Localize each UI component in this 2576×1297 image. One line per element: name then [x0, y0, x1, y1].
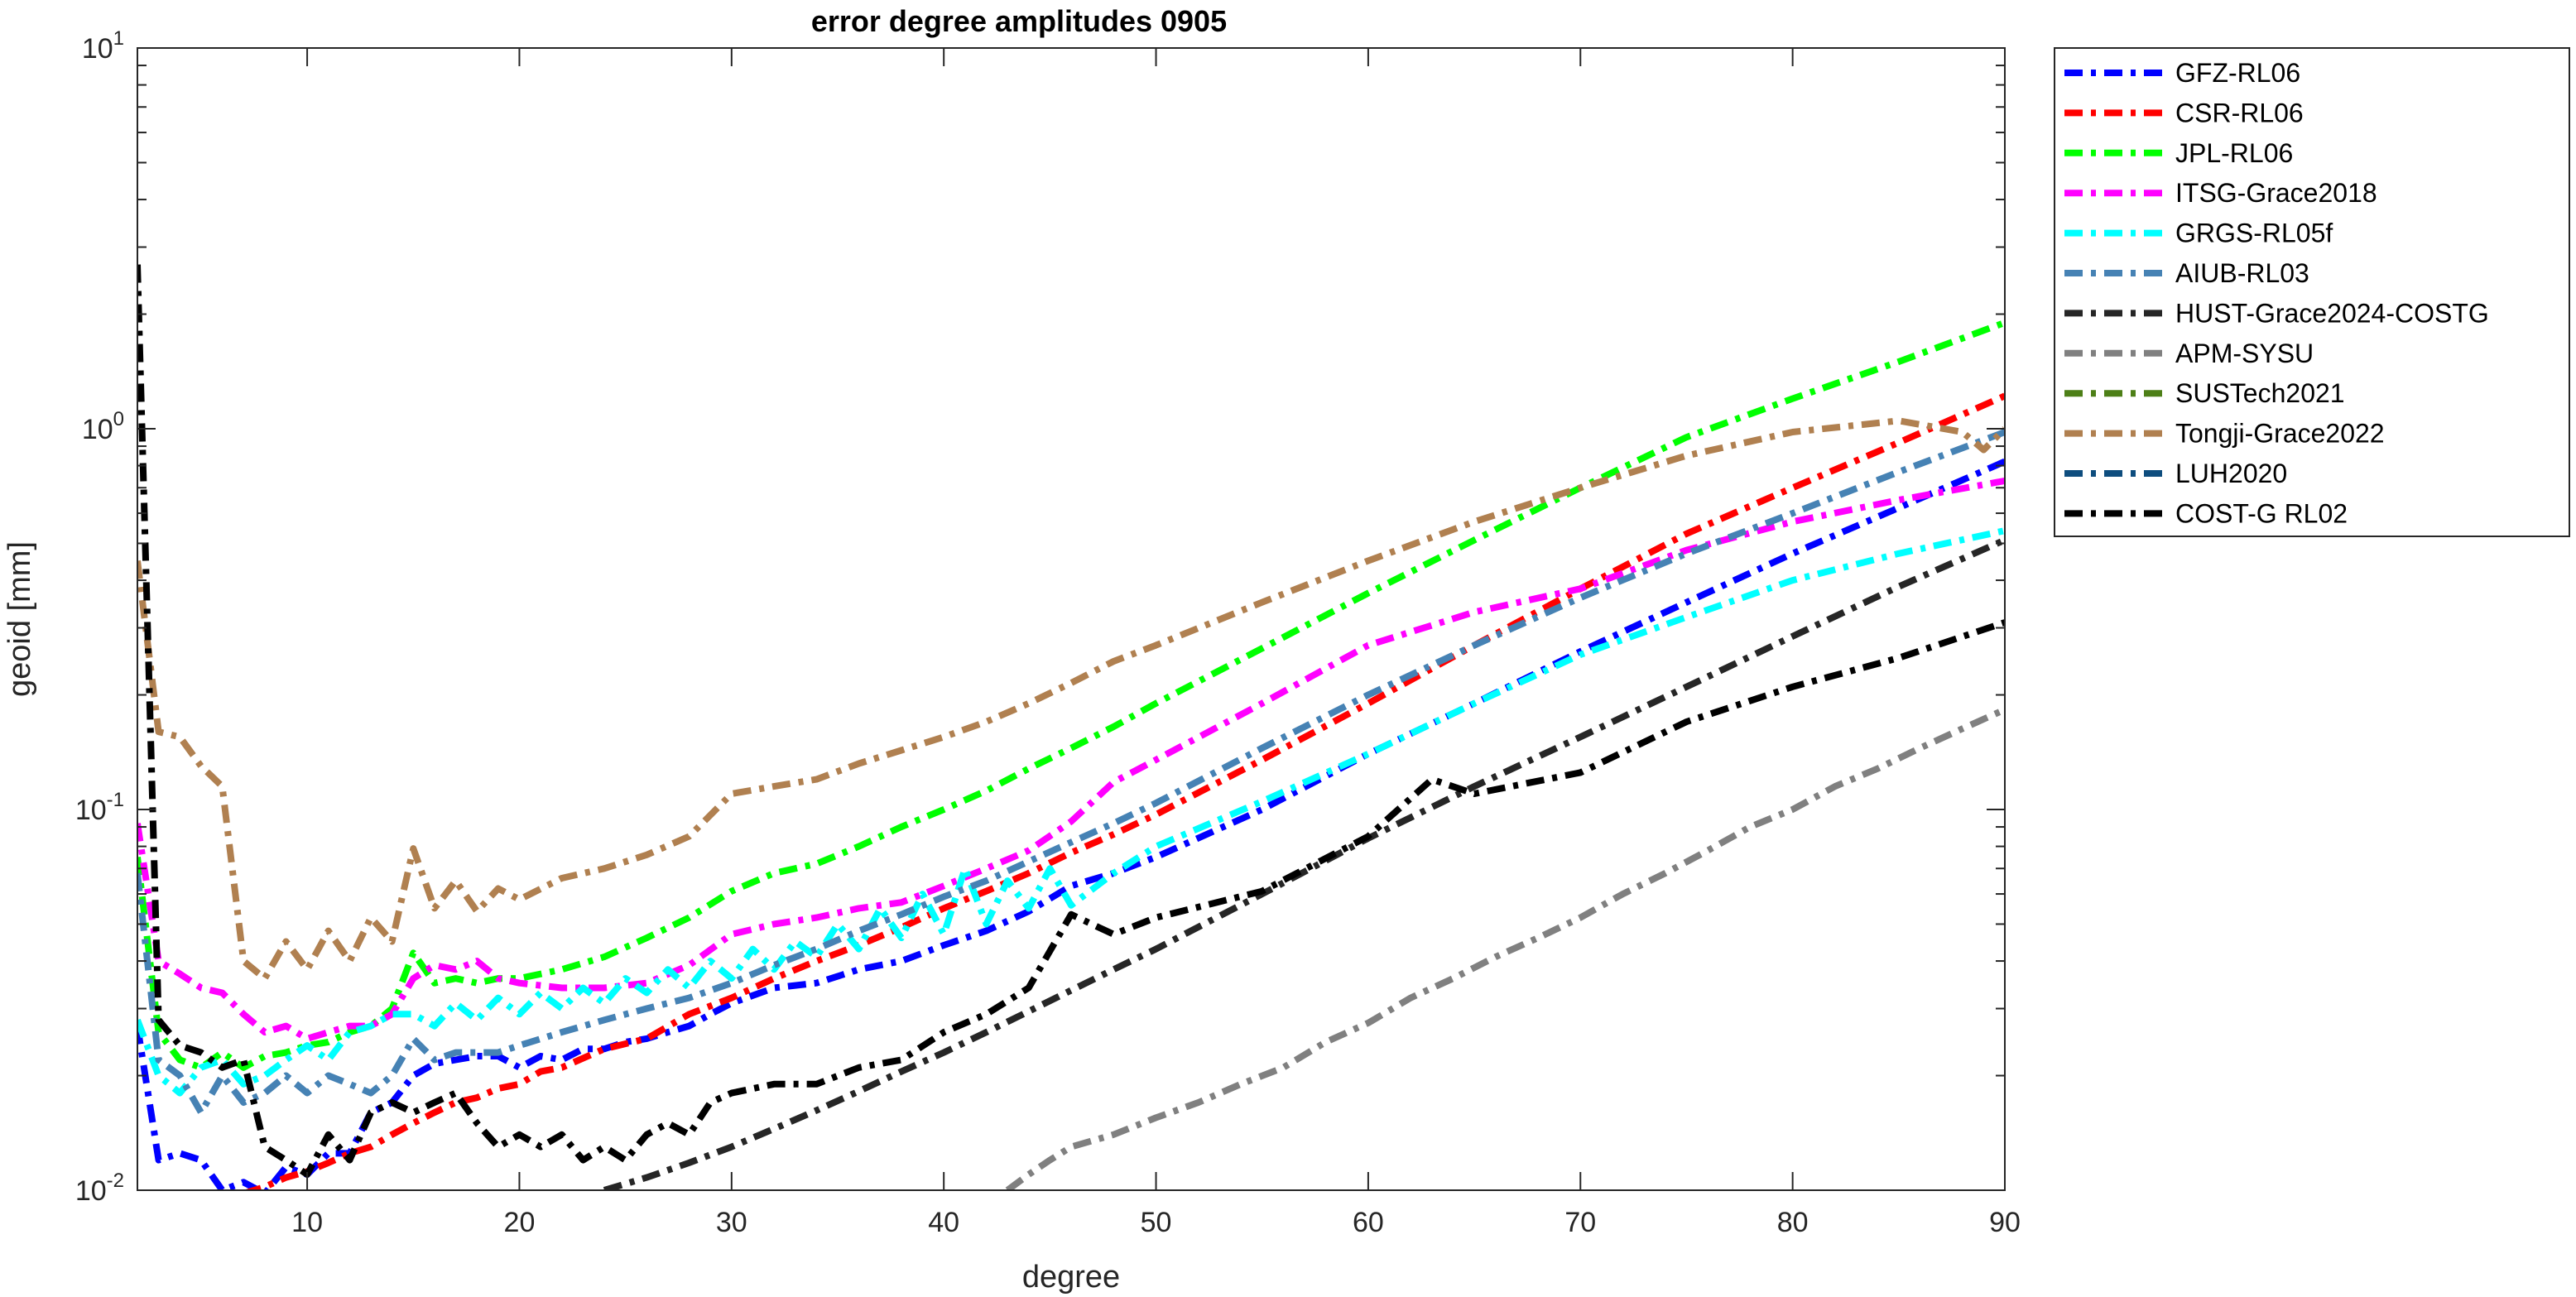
x-tick-label-7: 80	[1777, 1207, 1809, 1238]
series-line-4	[137, 527, 2005, 1097]
y-tick-label-3: 101	[82, 27, 124, 65]
legend-label-5: AIUB-RL03	[2175, 258, 2309, 288]
series-line-11	[137, 264, 2005, 1178]
legend-label-9: Tongji-Grace2022	[2175, 419, 2385, 449]
y-tick-label-1: 10-1	[75, 789, 124, 826]
series-line-3	[137, 477, 2005, 1042]
series-line-6	[603, 536, 2005, 1190]
x-axis-label: degree	[1022, 1260, 1120, 1295]
x-tick-label-1: 20	[504, 1207, 536, 1238]
y-axis-label: geoid [mm]	[2, 541, 37, 697]
series-line-1	[243, 392, 2005, 1190]
plot-frame	[137, 47, 2006, 1191]
legend-label-2: JPL-RL06	[2175, 138, 2293, 168]
x-tick-label-8: 90	[1989, 1207, 2021, 1238]
x-tick-label-5: 60	[1353, 1207, 1384, 1238]
legend-label-4: GRGS-RL05f	[2175, 219, 2333, 248]
y-tick-label-0: 10-2	[75, 1170, 124, 1207]
x-tick-label-4: 50	[1141, 1207, 1172, 1238]
legend-label-1: CSR-RL06	[2175, 98, 2304, 127]
series-layer	[137, 264, 2005, 1190]
chart-title: error degree amplitudes 0905	[811, 4, 1227, 38]
series-line-9	[137, 417, 2005, 982]
x-tick-label-0: 10	[291, 1207, 323, 1238]
legend-items: GFZ-RL06 CSR-RL06 JPL-RL06 ITSG-Grace2018 GR…	[2064, 58, 2489, 528]
x-tick-label-6: 70	[1564, 1207, 1596, 1238]
x-tick-label-3: 40	[928, 1207, 959, 1238]
plot-area	[137, 48, 2005, 1190]
y-tick-label-2: 100	[82, 408, 124, 445]
legend-box	[2054, 47, 2570, 537]
series-line-7	[1005, 706, 2005, 1190]
legend-label-10: LUH2020	[2175, 459, 2287, 488]
x-tick-label-2: 30	[716, 1207, 747, 1238]
legend-label-7: APM-SYSU	[2175, 339, 2314, 368]
series-line-2	[137, 319, 2005, 1071]
legend-label-0: GFZ-RL06	[2175, 58, 2300, 88]
legend: GFZ-RL06 CSR-RL06 JPL-RL06 ITSG-Grace2018 GR…	[2054, 47, 2570, 537]
legend-label-11: COST-G RL02	[2175, 498, 2348, 528]
legend-label-8: SUSTech2021	[2175, 378, 2345, 408]
legend-label-6: HUST-Grace2024-COSTG	[2175, 298, 2489, 328]
axes-layer: 10 20 30 40 50 60 70 80 90 10-2 10-1 100 101	[75, 27, 2021, 1238]
series-line-5	[137, 429, 2005, 1117]
legend-label-3: ITSG-Grace2018	[2175, 178, 2377, 208]
